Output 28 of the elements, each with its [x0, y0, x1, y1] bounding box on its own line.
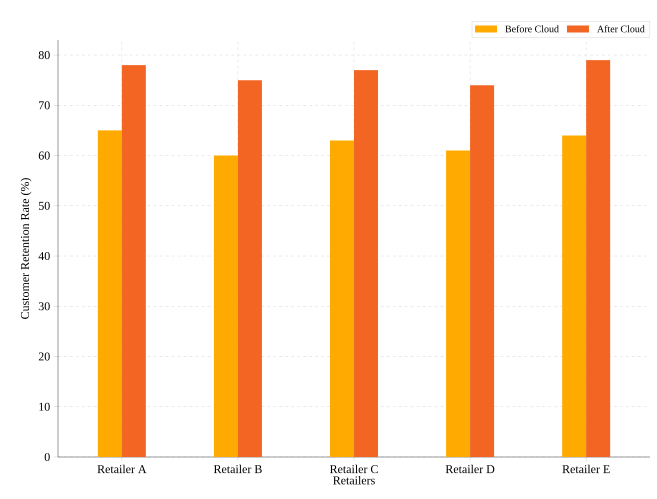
y-axis-title: Customer Retention Rate (%) [20, 178, 32, 319]
x-tick-label: Retailer B [214, 464, 262, 474]
y-tick-label: 20 [38, 352, 50, 361]
legend-label: Before Cloud [505, 25, 559, 32]
x-tick-label: Retailer C [330, 464, 378, 474]
bar [562, 135, 586, 457]
bar [214, 156, 238, 457]
bar [354, 70, 378, 457]
bar [586, 60, 610, 457]
y-tick-label: 40 [38, 252, 50, 260]
y-tick-label: 0 [44, 452, 50, 462]
y-tick-label: 70 [39, 101, 50, 110]
bar [98, 130, 122, 457]
bar [470, 85, 494, 457]
bar [238, 80, 262, 457]
legend-label: After Cloud [597, 25, 645, 32]
bar [446, 150, 470, 457]
bar [122, 65, 146, 457]
y-tick-label: 60 [38, 152, 50, 160]
y-tick-label: 80 [38, 51, 50, 60]
x-tick-label: Retailer A [97, 464, 146, 474]
y-tick-label: 50 [38, 202, 50, 210]
bar [330, 140, 354, 457]
y-tick-label: 10 [39, 402, 50, 411]
y-tick-label: 30 [38, 302, 50, 310]
x-tick-label: Retailer E [562, 464, 610, 474]
x-axis-title: Retailers [333, 476, 375, 484]
x-tick-label: Retailer D [446, 464, 494, 474]
